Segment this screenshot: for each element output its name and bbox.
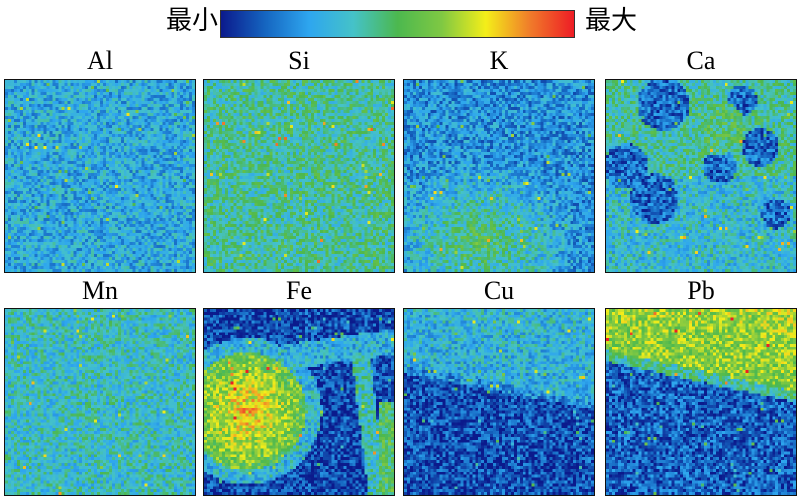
panel-label-pb: Pb — [687, 276, 715, 305]
panel-mn: Mn — [4, 276, 196, 496]
panel-si: Si — [203, 46, 395, 273]
panel-k: K — [403, 46, 595, 273]
color-legend: 最小 最大 — [0, 0, 800, 44]
element-map-si — [203, 79, 395, 273]
element-map-mn — [4, 308, 196, 496]
panel-label-ca: Ca — [686, 46, 716, 75]
colorbar — [220, 10, 575, 38]
panel-label-fe: Fe — [286, 276, 312, 305]
element-map-fe — [203, 308, 395, 496]
panel-label-si: Si — [288, 46, 310, 75]
panel-label-cu: Cu — [483, 276, 515, 305]
element-map-ca — [605, 79, 797, 273]
element-map-al — [4, 79, 196, 273]
panel-al: Al — [4, 46, 196, 273]
panel-label-al: Al — [87, 46, 113, 75]
legend-min-label: 最小 — [166, 6, 219, 36]
legend-max-label: 最大 — [585, 6, 638, 36]
panel-label-k: K — [489, 46, 509, 75]
panel-label-mn: Mn — [81, 276, 119, 305]
element-map-pb — [605, 308, 797, 496]
element-map-k — [403, 79, 595, 273]
element-map-cu — [403, 308, 595, 496]
panel-cu: Cu — [403, 276, 595, 496]
panel-fe: Fe — [203, 276, 395, 496]
panel-pb: Pb — [605, 276, 797, 496]
panel-ca: Ca — [605, 46, 797, 273]
